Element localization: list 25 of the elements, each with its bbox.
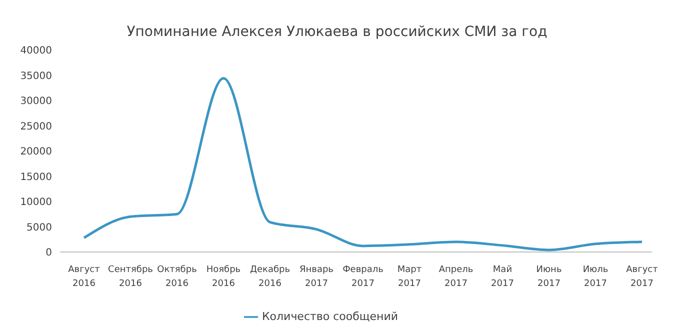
y-tick-label: 15000 (20, 172, 52, 183)
y-tick-label: 0 (46, 248, 52, 259)
legend-label: Количество сообщений (262, 310, 398, 324)
chart-title: Упоминание Алексея Улюкаева в российских СМИ за год (126, 23, 548, 42)
x-tick-label: Апрель 2017 (438, 265, 474, 289)
y-tick-label: 35000 (20, 70, 52, 82)
line-series (82, 77, 644, 252)
y-tick-label: 10000 (20, 197, 52, 208)
x-tick-label: Май 2017 (491, 265, 514, 289)
y-tick-label: 40000 (20, 46, 52, 57)
x-tick-label: Март 2017 (397, 265, 422, 289)
x-tick-label: Август 2017 (626, 265, 658, 289)
x-tick-label: Август 2016 (68, 265, 100, 289)
x-tick-label: Июнь 2017 (536, 265, 562, 289)
x-tick-label: Февраль 2017 (342, 265, 384, 289)
x-tick-label: Июль 2017 (582, 265, 608, 289)
x-tick-label: Январь 2017 (300, 265, 334, 289)
x-tick-label: Октябрь 2016 (157, 265, 197, 289)
y-tick-label: 30000 (20, 96, 52, 108)
x-tick-label: Сентябрь 2016 (108, 265, 153, 289)
x-tick-label: Декабрь 2016 (250, 265, 290, 289)
x-tick-label: Ноябрь 2016 (206, 265, 241, 289)
y-tick-label: 25000 (20, 121, 52, 132)
y-tick-label: 5000 (26, 222, 52, 234)
y-tick-label: 20000 (20, 146, 52, 158)
